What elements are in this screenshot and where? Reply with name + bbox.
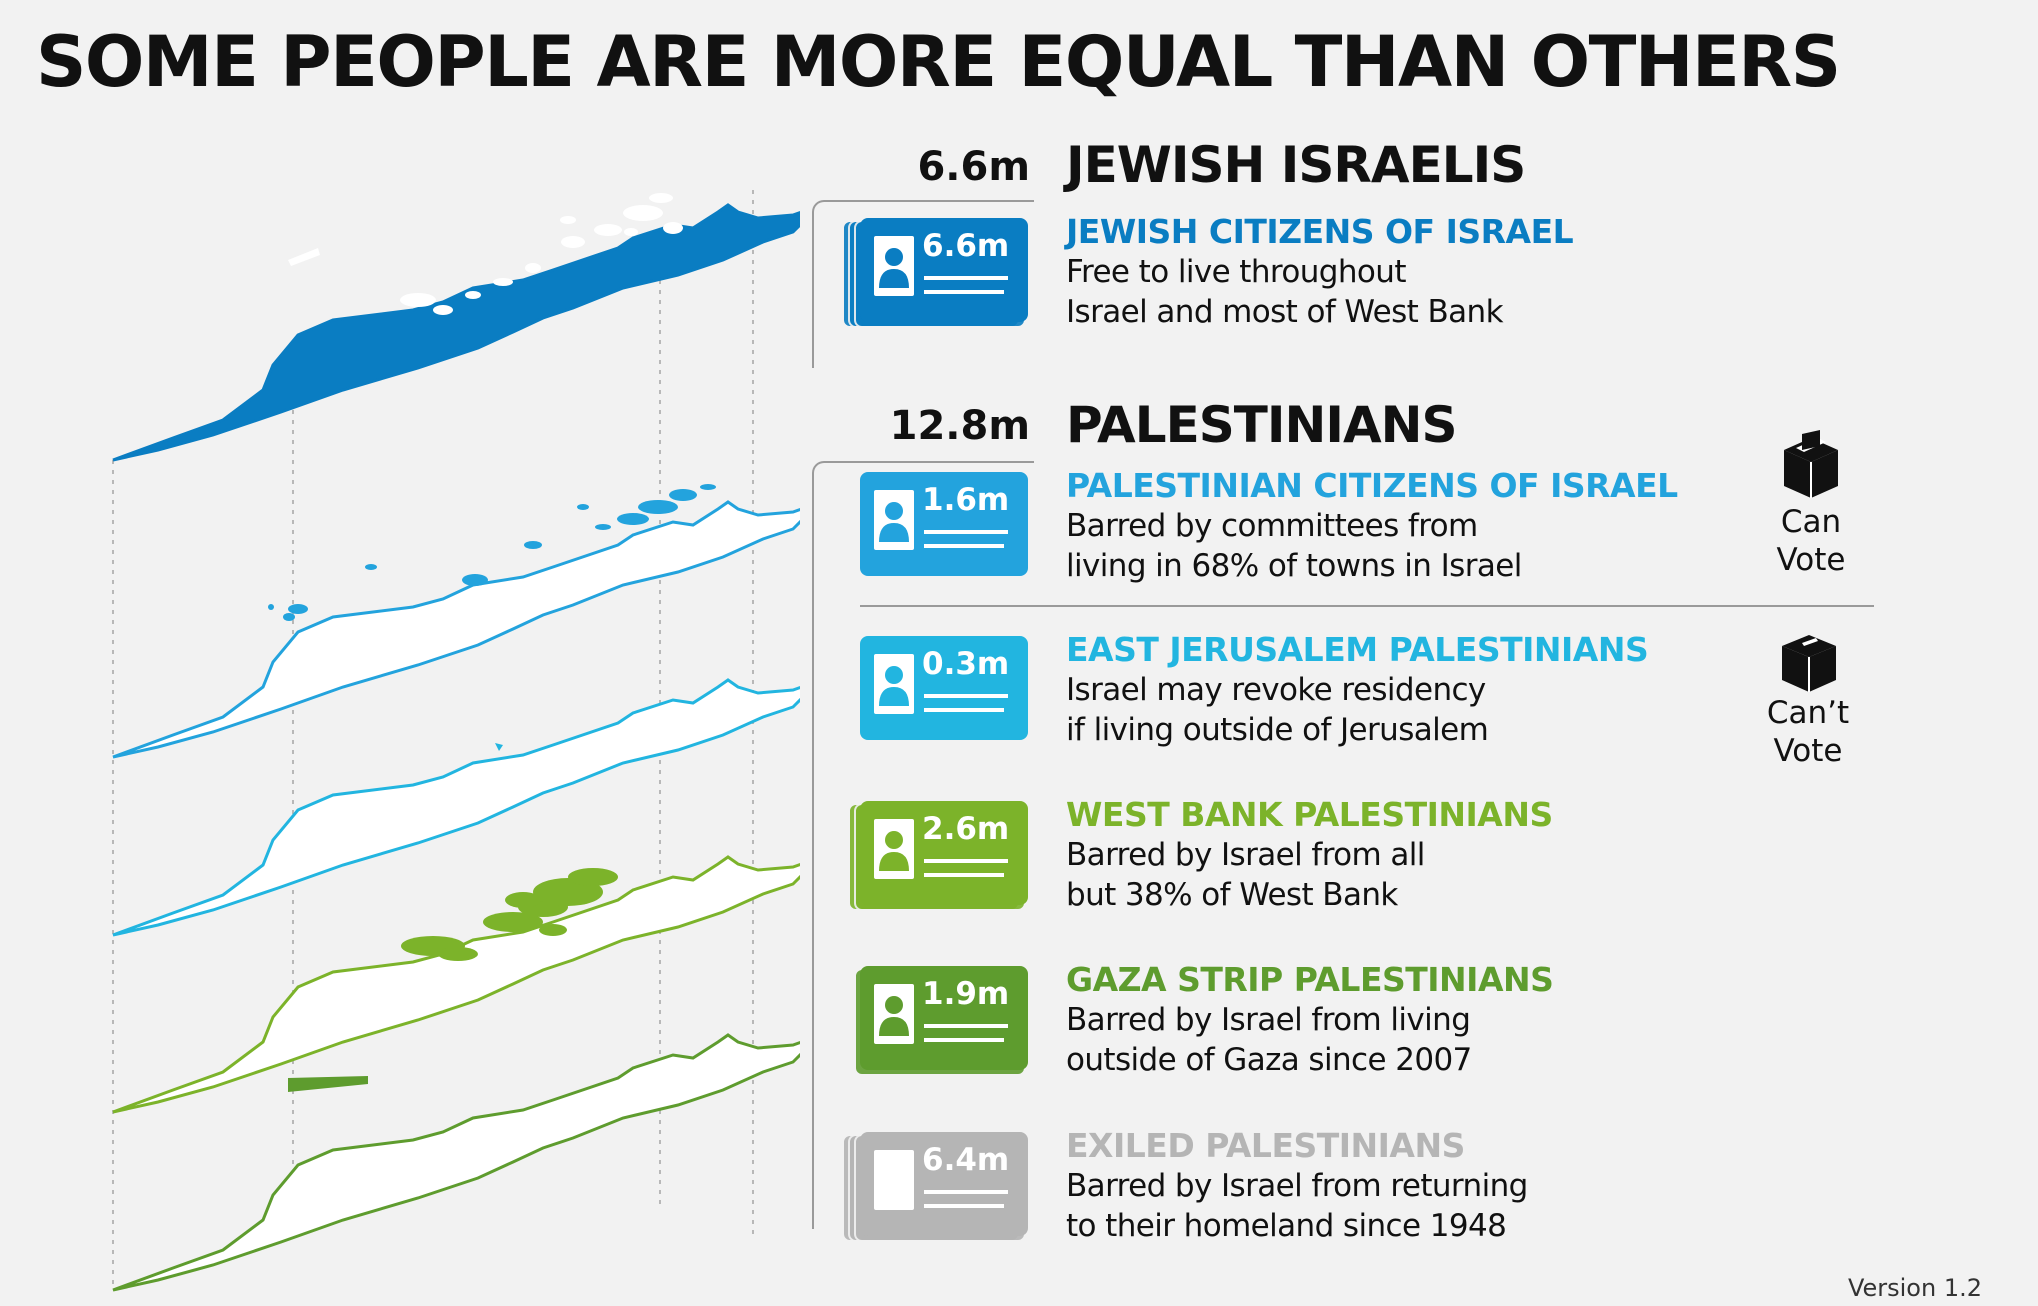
category-desc-exiled: Barred by Israel from returning [1066, 1168, 1528, 1204]
group-title-palestinians: PALESTINIANS [1066, 396, 1457, 454]
category-desc-gaza: outside of Gaza since 2007 [1066, 1042, 1472, 1078]
category-title-gaza: GAZA STRIP PALESTINIANS [1066, 960, 1554, 999]
version-label: Version 1.2 [1847, 1274, 1982, 1302]
category-desc-east-jerusalem: Israel may revoke residency [1066, 672, 1486, 708]
card-front: 6.6m [860, 218, 1028, 322]
bracket-jewish [812, 200, 1034, 368]
category-title-west-bank: WEST BANK PALESTINIANS [1066, 795, 1553, 834]
blank-photo-icon [874, 1150, 914, 1210]
map-layer-palestinian-citizens [111, 484, 800, 759]
person-icon [874, 984, 914, 1044]
vote-divider [860, 605, 1874, 607]
cant-vote-line2: Vote [1773, 733, 1843, 769]
map-layer-jewish-israelis [111, 188, 800, 462]
category-desc-jewish-citizens: Israel and most of West Bank [1066, 294, 1504, 330]
card-value: 6.6m [922, 228, 1010, 264]
card-front: 2.6m [860, 801, 1028, 905]
category-desc-west-bank: but 38% of West Bank [1066, 877, 1398, 913]
map-layers [111, 188, 800, 1292]
cant-vote-label: Can’t Vote [1728, 694, 1888, 770]
group-value-palestinians: 12.8m [889, 403, 1030, 449]
person-icon [874, 236, 914, 296]
id-card-gaza: 1.9m [836, 966, 1028, 1078]
map-layer-gaza [111, 1018, 800, 1292]
can-vote-line1: Can [1780, 504, 1842, 540]
card-text-line [924, 873, 1004, 877]
card-text-line [924, 276, 1008, 280]
category-desc-west-bank: Barred by Israel from all [1066, 837, 1425, 873]
category-title-east-jerusalem: EAST JERUSALEM PALESTINIANS [1066, 630, 1649, 669]
id-card-palestinian-citizens: 1.6m [836, 472, 1028, 584]
category-title-exiled: EXILED PALESTINIANS [1066, 1126, 1465, 1165]
map-layer-west-bank [111, 840, 800, 1114]
person-icon [874, 819, 914, 879]
can-vote-label: Can Vote [1731, 503, 1891, 579]
category-title-palestinian-citizens: PALESTINIAN CITIZENS OF ISRAEL [1066, 466, 1678, 505]
card-value: 1.6m [922, 482, 1010, 518]
card-text-line [924, 694, 1008, 698]
category-desc-east-jerusalem: if living outside of Jerusalem [1066, 712, 1489, 748]
ballot-box-icon [1784, 430, 1838, 498]
id-card-west-bank: 2.6m [836, 801, 1028, 913]
card-value: 6.4m [922, 1142, 1010, 1178]
category-desc-palestinian-citizens: living in 68% of towns in Israel [1066, 548, 1522, 584]
group-value-jewish: 6.6m [917, 144, 1030, 190]
cant-vote-line1: Can’t [1766, 695, 1850, 731]
card-text-line [924, 859, 1008, 863]
category-title-jewish-citizens: JEWISH CITIZENS OF ISRAEL [1066, 212, 1574, 251]
card-text-line [924, 1024, 1008, 1028]
group-title-jewish: JEWISH ISRAELIS [1066, 136, 1526, 194]
category-desc-jewish-citizens: Free to live throughout [1066, 254, 1406, 290]
id-card-jewish-citizens: 6.6m [836, 218, 1028, 330]
card-value: 0.3m [922, 646, 1010, 682]
card-front: 1.6m [860, 472, 1028, 576]
card-text-line [924, 1038, 1004, 1042]
can-vote-line2: Vote [1776, 542, 1846, 578]
category-desc-palestinian-citizens: Barred by committees from [1066, 508, 1478, 544]
card-front: 1.9m [860, 966, 1028, 1070]
map-layer-east-jerusalem [111, 663, 800, 937]
bracket-palestinians [812, 461, 1034, 1229]
card-front: 0.3m [860, 636, 1028, 740]
card-text-line [924, 1190, 1008, 1194]
category-desc-exiled: to their homeland since 1948 [1066, 1208, 1507, 1244]
card-front: 6.4m [860, 1132, 1028, 1236]
card-value: 1.9m [922, 976, 1010, 1012]
card-text-line [924, 544, 1004, 548]
card-text-line [924, 530, 1008, 534]
page-title: SOME PEOPLE ARE MORE EQUAL THAN OTHERS [36, 21, 1841, 103]
card-text-line [924, 1204, 1004, 1208]
person-icon [874, 490, 914, 550]
category-desc-gaza: Barred by Israel from living [1066, 1002, 1471, 1038]
id-card-exiled: 6.4m [836, 1132, 1028, 1244]
id-card-east-jerusalem: 0.3m [836, 636, 1028, 748]
ballot-box-icon [1782, 635, 1836, 692]
card-text-line [924, 290, 1004, 294]
person-icon [874, 654, 914, 714]
card-value: 2.6m [922, 811, 1010, 847]
card-text-line [924, 708, 1004, 712]
